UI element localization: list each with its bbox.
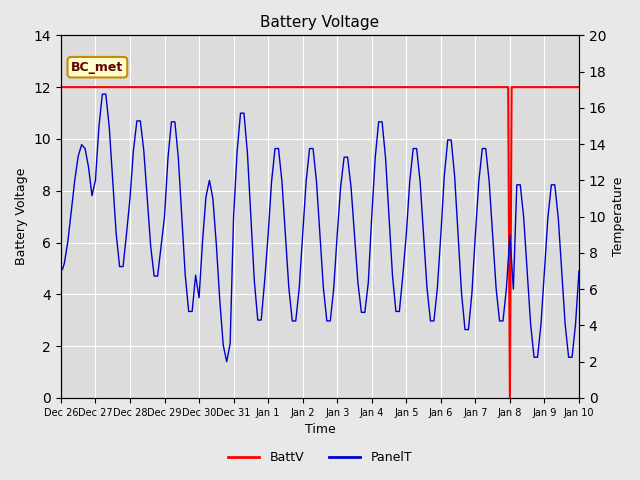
- Text: BC_met: BC_met: [71, 60, 124, 74]
- X-axis label: Time: Time: [305, 423, 335, 436]
- Legend: BattV, PanelT: BattV, PanelT: [223, 446, 417, 469]
- Title: Battery Voltage: Battery Voltage: [260, 15, 380, 30]
- Y-axis label: Temperature: Temperature: [612, 177, 625, 256]
- Y-axis label: Battery Voltage: Battery Voltage: [15, 168, 28, 265]
